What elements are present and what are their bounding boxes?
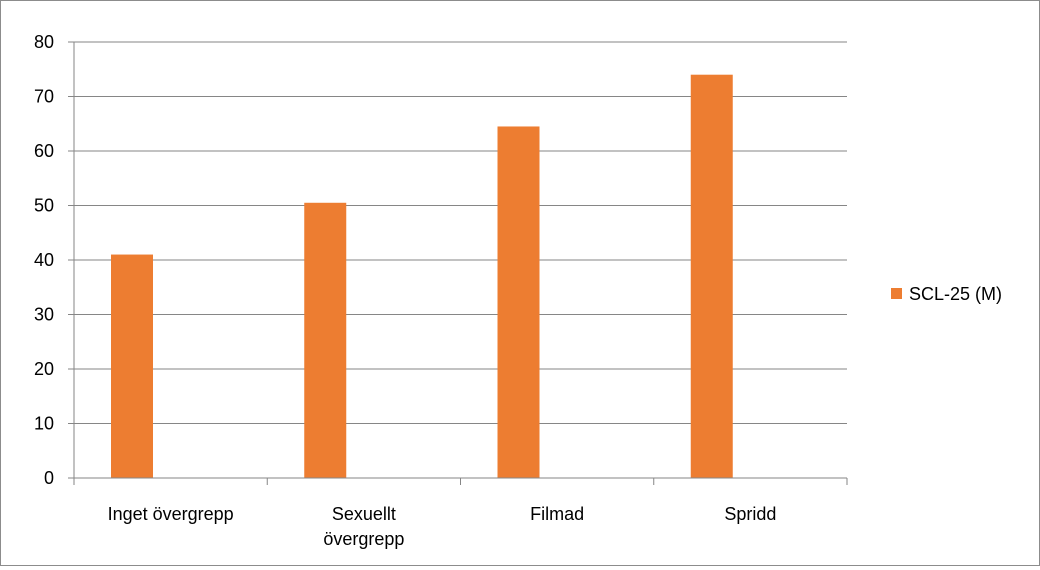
x-tick-labels: Inget övergrepp Sexuellt övergrepp Filmad Sp… bbox=[108, 504, 777, 549]
y-tick-label: 70 bbox=[34, 87, 54, 107]
x-tick-label: Inget övergrepp bbox=[108, 504, 234, 524]
bar bbox=[111, 254, 153, 478]
x-tick-label: Spridd bbox=[724, 504, 776, 524]
legend-swatch bbox=[891, 288, 902, 299]
x-tick-label: Sexuellt övergrepp bbox=[323, 504, 404, 549]
legend-label: SCL-25 (M) bbox=[909, 284, 1002, 304]
y-tick-label: 40 bbox=[34, 250, 54, 270]
y-tick-label: 10 bbox=[34, 414, 54, 434]
y-tick-label: 30 bbox=[34, 305, 54, 325]
x-tick-label: Filmad bbox=[530, 504, 584, 524]
y-tick-label: 0 bbox=[44, 468, 54, 488]
bar bbox=[304, 202, 347, 478]
y-tick-label: 50 bbox=[34, 196, 54, 216]
y-tick-labels: 0 10 20 30 40 50 60 70 80 bbox=[34, 32, 54, 488]
y-tick-label: 20 bbox=[34, 359, 54, 379]
bar bbox=[690, 74, 733, 478]
legend: SCL-25 (M) bbox=[891, 284, 1002, 304]
y-tick-label: 80 bbox=[34, 32, 54, 52]
bars bbox=[111, 74, 733, 478]
axes bbox=[68, 41, 848, 485]
bar bbox=[497, 126, 540, 478]
gridlines bbox=[74, 41, 847, 424]
y-tick-label: 60 bbox=[34, 141, 54, 161]
